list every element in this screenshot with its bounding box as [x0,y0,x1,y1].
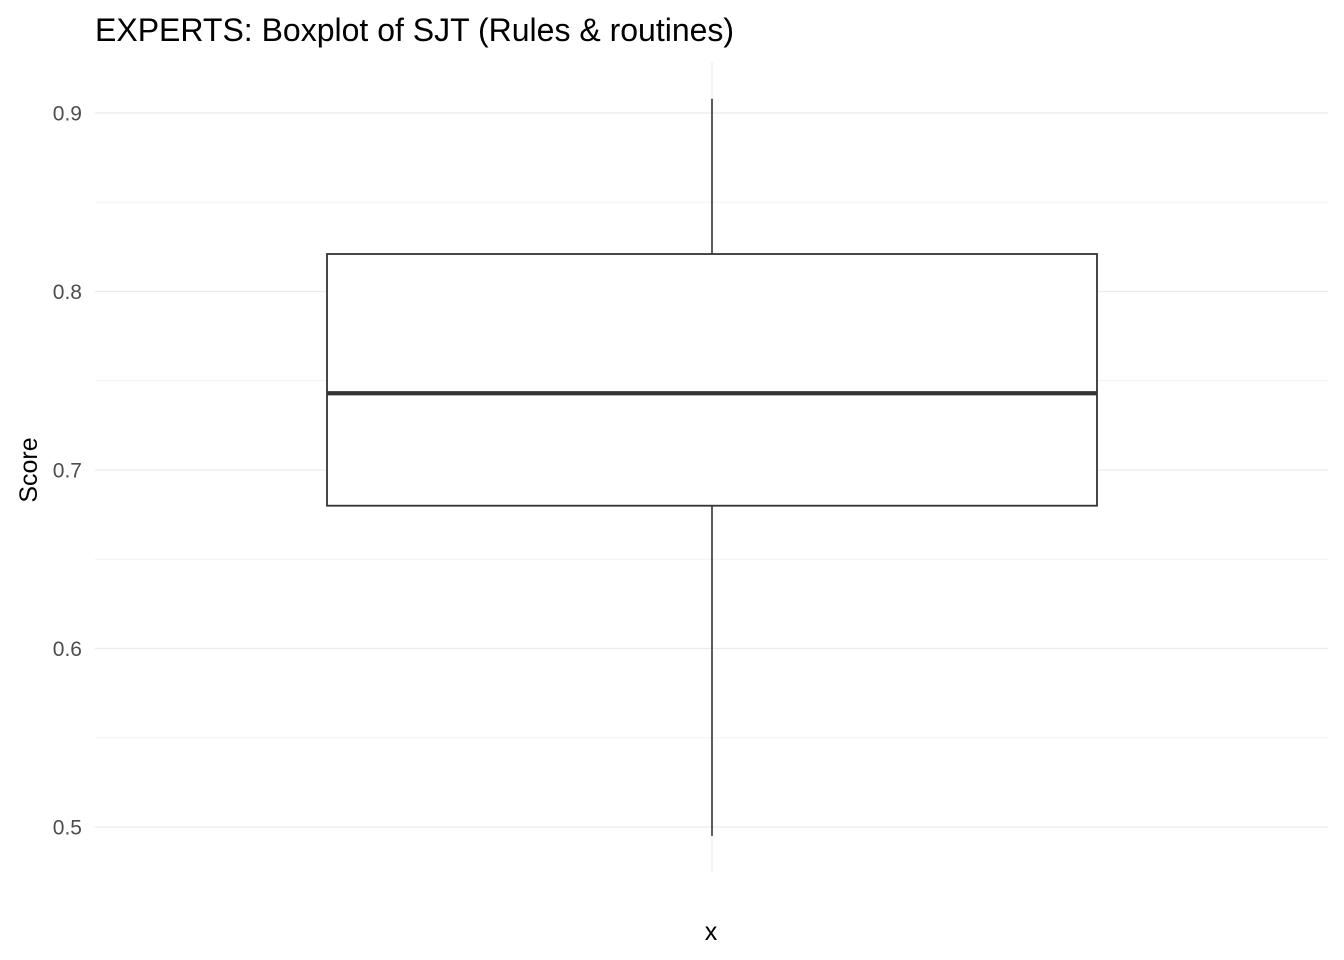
y-tick-label: 0.8 [53,281,82,304]
chart-title: EXPERTS: Boxplot of SJT (Rules & routine… [95,12,734,48]
boxplot [326,98,1098,836]
y-axis-title: Score [15,437,43,502]
y-tick-label: 0.9 [53,103,82,126]
y-tick-label: 0.5 [53,817,82,840]
y-tick-label: 0.7 [53,460,82,483]
x-axis-title: x [705,918,718,946]
y-axis-ticks: 0.5 0.6 0.7 0.8 0.9 [53,103,82,840]
interquartile-box [326,253,1098,507]
y-tick-label: 0.6 [53,638,82,661]
